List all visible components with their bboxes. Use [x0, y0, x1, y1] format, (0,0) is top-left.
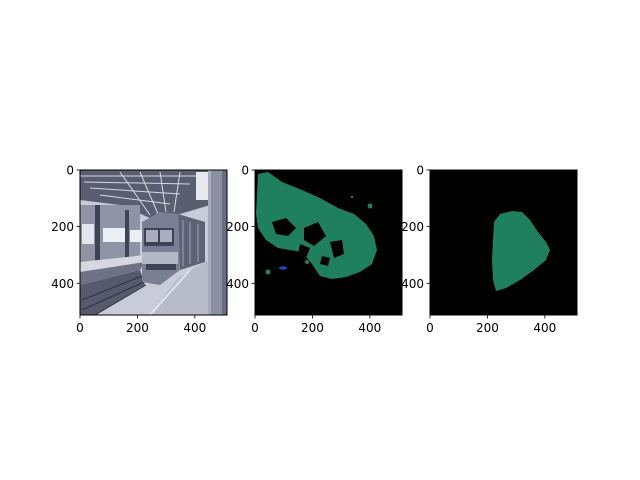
x-tick-label: 400	[533, 321, 556, 335]
axes-frame	[79, 169, 228, 316]
y-tick-label: 0	[416, 164, 424, 178]
x-tick-label: 200	[301, 321, 324, 335]
y-tick-label: 200	[401, 220, 424, 234]
axes-mask-b	[429, 169, 578, 316]
blue-blob	[279, 266, 287, 270]
x-tick-label: 0	[76, 321, 84, 335]
x-tick-label: 400	[183, 321, 206, 335]
segmentation-mask-a-image	[255, 170, 402, 315]
y-tick-label: 0	[241, 164, 249, 178]
y-tick-label: 400	[51, 277, 74, 291]
y-tick-label: 0	[66, 164, 74, 178]
axes-mask-a	[254, 169, 403, 316]
y-tick-label: 400	[401, 277, 424, 291]
x-tick-label: 0	[426, 321, 434, 335]
axes-frame	[254, 169, 403, 316]
tick-layer: 0 200 400 0 200 400 0 200 400 0 200 400 0 200 400 0 200 4…	[51, 164, 556, 336]
y-tick-label: 400	[226, 277, 249, 291]
train-photo-image	[80, 170, 227, 315]
axes-photo	[79, 169, 228, 316]
axes-frame	[429, 169, 578, 316]
y-tick-label: 200	[51, 220, 74, 234]
x-tick-label: 200	[476, 321, 499, 335]
x-tick-label: 200	[126, 321, 149, 335]
y-tick-label: 200	[226, 220, 249, 234]
x-tick-label: 400	[358, 321, 381, 335]
x-tick-label: 0	[251, 321, 259, 335]
segmentation-mask-b-image	[430, 170, 577, 315]
